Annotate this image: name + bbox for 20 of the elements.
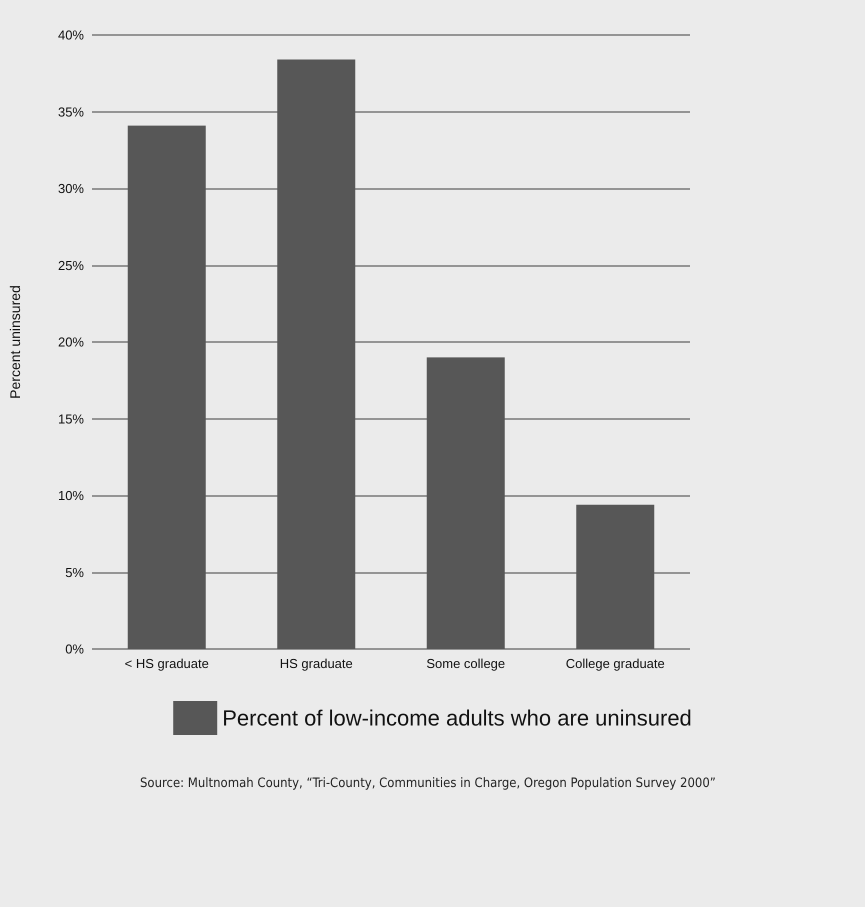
bar bbox=[576, 504, 654, 649]
y-tick-label: 20% bbox=[58, 334, 84, 350]
bar bbox=[277, 60, 356, 649]
y-tick-label: 15% bbox=[58, 411, 84, 426]
y-tick-label: 25% bbox=[58, 258, 84, 273]
y-axis-title: Percent uninsured bbox=[7, 285, 23, 399]
x-tick-label: College graduate bbox=[566, 656, 665, 671]
bar bbox=[426, 357, 505, 649]
y-tick-label: 5% bbox=[65, 564, 84, 580]
legend-label: Percent of low-income adults who are uninsured bbox=[222, 706, 692, 730]
x-tick-label: Some college bbox=[426, 656, 506, 671]
source-note: Source: Multnomah County, “Tri-County, Communities in Charge, Oregon Population Survey 2000” bbox=[140, 775, 717, 793]
y-tick-label: 0% bbox=[65, 642, 84, 656]
bar bbox=[128, 126, 206, 649]
y-tick-label: 40% bbox=[58, 28, 84, 42]
x-tick-label: HS graduate bbox=[280, 656, 353, 671]
x-tick-label: < HS graduate bbox=[124, 656, 209, 671]
y-tick-label: 10% bbox=[58, 488, 84, 503]
y-tick-label: 30% bbox=[58, 181, 84, 196]
y-tick-label: 35% bbox=[58, 104, 84, 120]
